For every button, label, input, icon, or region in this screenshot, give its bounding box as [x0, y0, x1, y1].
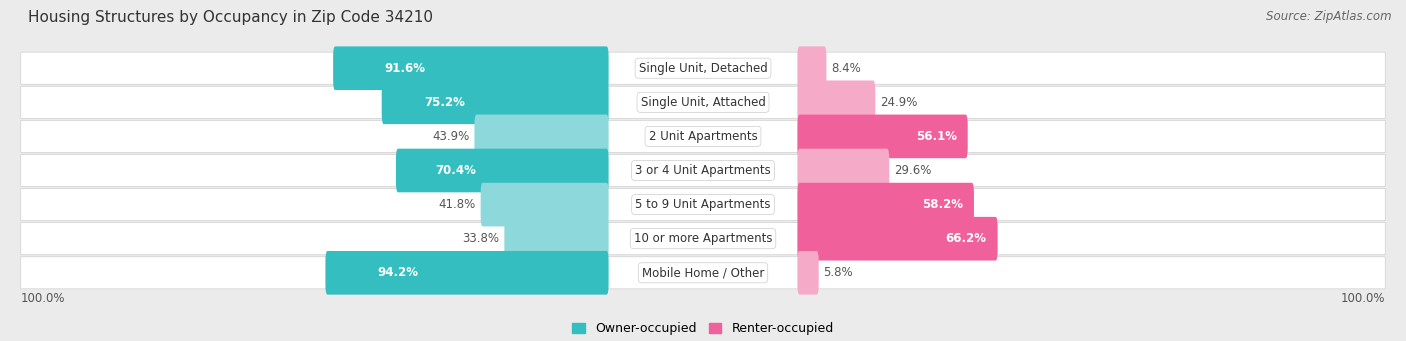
Legend: Owner-occupied, Renter-occupied: Owner-occupied, Renter-occupied — [568, 317, 838, 340]
Text: Mobile Home / Other: Mobile Home / Other — [641, 266, 765, 279]
FancyBboxPatch shape — [797, 80, 876, 124]
Text: Single Unit, Detached: Single Unit, Detached — [638, 62, 768, 75]
Text: 3 or 4 Unit Apartments: 3 or 4 Unit Apartments — [636, 164, 770, 177]
Text: 100.0%: 100.0% — [1340, 292, 1385, 305]
FancyBboxPatch shape — [474, 115, 609, 158]
FancyBboxPatch shape — [505, 217, 609, 261]
FancyBboxPatch shape — [21, 189, 1385, 221]
FancyBboxPatch shape — [21, 86, 1385, 118]
FancyBboxPatch shape — [797, 251, 818, 295]
Text: Housing Structures by Occupancy in Zip Code 34210: Housing Structures by Occupancy in Zip C… — [28, 10, 433, 25]
Text: 70.4%: 70.4% — [436, 164, 477, 177]
Text: 10 or more Apartments: 10 or more Apartments — [634, 232, 772, 245]
Text: Single Unit, Attached: Single Unit, Attached — [641, 96, 765, 109]
Text: 91.6%: 91.6% — [384, 62, 425, 75]
Text: 94.2%: 94.2% — [378, 266, 419, 279]
FancyBboxPatch shape — [797, 183, 974, 226]
FancyBboxPatch shape — [481, 183, 609, 226]
FancyBboxPatch shape — [21, 120, 1385, 152]
Text: 56.1%: 56.1% — [917, 130, 957, 143]
Text: 5 to 9 Unit Apartments: 5 to 9 Unit Apartments — [636, 198, 770, 211]
FancyBboxPatch shape — [325, 251, 609, 295]
FancyBboxPatch shape — [797, 149, 889, 192]
FancyBboxPatch shape — [21, 154, 1385, 187]
FancyBboxPatch shape — [21, 52, 1385, 84]
FancyBboxPatch shape — [797, 217, 998, 261]
Text: 8.4%: 8.4% — [831, 62, 860, 75]
Text: 29.6%: 29.6% — [894, 164, 931, 177]
Text: 100.0%: 100.0% — [21, 292, 66, 305]
Text: 33.8%: 33.8% — [463, 232, 499, 245]
FancyBboxPatch shape — [21, 257, 1385, 289]
FancyBboxPatch shape — [381, 80, 609, 124]
Text: 75.2%: 75.2% — [423, 96, 465, 109]
Text: 41.8%: 41.8% — [439, 198, 475, 211]
FancyBboxPatch shape — [21, 223, 1385, 255]
Text: 5.8%: 5.8% — [824, 266, 853, 279]
FancyBboxPatch shape — [333, 46, 609, 90]
Text: 43.9%: 43.9% — [433, 130, 470, 143]
FancyBboxPatch shape — [797, 46, 827, 90]
Text: Source: ZipAtlas.com: Source: ZipAtlas.com — [1267, 10, 1392, 23]
Text: 2 Unit Apartments: 2 Unit Apartments — [648, 130, 758, 143]
FancyBboxPatch shape — [797, 115, 967, 158]
Text: 24.9%: 24.9% — [880, 96, 918, 109]
Text: 66.2%: 66.2% — [945, 232, 986, 245]
Text: 58.2%: 58.2% — [922, 198, 963, 211]
FancyBboxPatch shape — [396, 149, 609, 192]
